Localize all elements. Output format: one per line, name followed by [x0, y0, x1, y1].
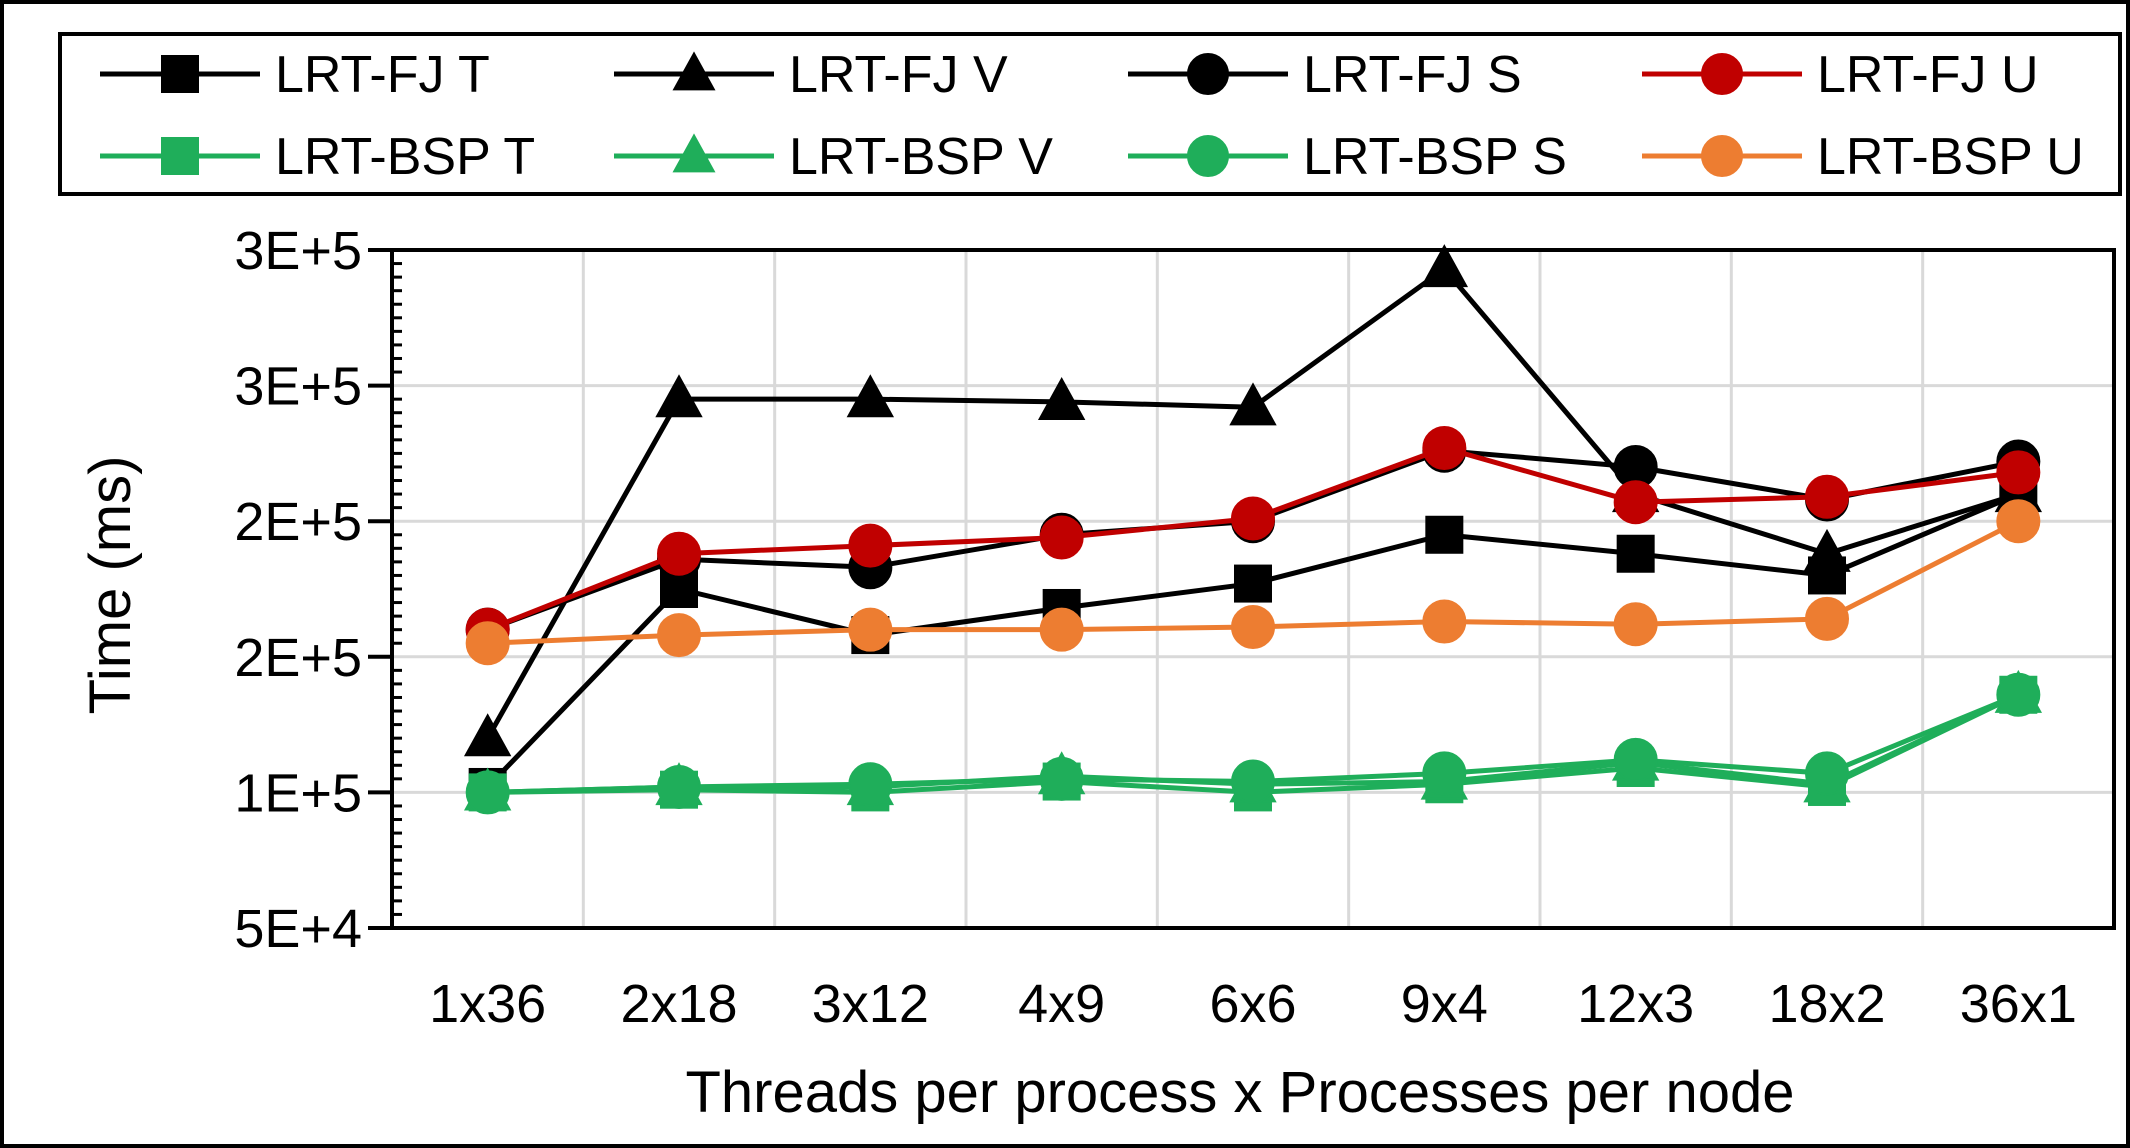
data-point: [848, 523, 893, 568]
y-tick-label: 2E+5: [234, 628, 362, 688]
x-tick-label: 1x36: [429, 974, 546, 1034]
legend-marker: [161, 137, 199, 175]
data-point: [1231, 604, 1275, 649]
data-point: [1996, 672, 2041, 717]
data-point: [655, 374, 703, 418]
data-point: [1613, 480, 1658, 525]
legend-entry: LRT-BSP T: [100, 128, 535, 186]
legend-marker: [1701, 53, 1743, 95]
data-point: [1039, 515, 1084, 560]
y-tick-label: 2E+5: [234, 492, 362, 552]
axes: 5E+4 1E+5 2E+5 2E+5 3E+5 3E+5 1x36 2x18 3x12 4x9 6…: [234, 221, 2116, 1034]
data-point: [1422, 599, 1467, 644]
legend-entry: LRT-BSP V: [614, 128, 1053, 186]
data-point: [846, 374, 895, 418]
data-point: [1039, 607, 1084, 652]
legend-label: LRT-BSP V: [789, 128, 1053, 186]
data-point: [1803, 528, 1851, 572]
legend-marker: [161, 55, 199, 93]
legend-box: [58, 32, 2122, 196]
series-3: [465, 425, 2041, 652]
data-point: [1234, 564, 1272, 603]
data-point: [1231, 496, 1275, 541]
legend-label: LRT-FJ T: [275, 46, 490, 104]
data-point: [1613, 602, 1658, 647]
data-point: [1805, 751, 1849, 796]
legend-label: LRT-FJ U: [1817, 46, 2039, 104]
data-point: [1229, 382, 1277, 426]
legend-label: LRT-BSP T: [275, 128, 535, 186]
plot-area: [390, 248, 2116, 930]
legend: LRT-FJ T LRT-FJ V LRT-FJ S LRT-FJ U LRT-BSP …: [100, 46, 2084, 186]
y-tick-label: 3E+5: [234, 357, 362, 417]
data-point: [1422, 425, 1467, 470]
data-point: [1425, 515, 1464, 554]
x-tick-label: 18x2: [1768, 974, 1885, 1034]
x-tick-label: 36x1: [1960, 974, 2077, 1034]
data-point: [657, 764, 701, 809]
series-6: [465, 672, 2041, 815]
legend-marker: [672, 133, 716, 173]
legend-marker: [1187, 53, 1229, 95]
legend-entry: LRT-FJ V: [614, 46, 1008, 104]
legend-entry: LRT-FJ T: [100, 46, 490, 104]
data-point: [463, 713, 512, 757]
data-point: [1422, 751, 1467, 796]
data-point: [1037, 377, 1086, 420]
data-point: [1996, 450, 2041, 495]
legend-label: LRT-FJ S: [1303, 46, 1522, 104]
legend-marker: [1187, 135, 1229, 177]
x-tick-label: 4x9: [1018, 974, 1105, 1034]
legend-entry: LRT-BSP U: [1642, 128, 2084, 186]
y-tick-label: 3E+5: [234, 221, 362, 281]
legend-label: LRT-FJ V: [789, 46, 1008, 104]
data-point: [657, 613, 701, 658]
data-point: [465, 770, 510, 815]
series-7: [465, 499, 2041, 666]
y-tick-label: 1E+5: [234, 763, 362, 823]
legend-entry: LRT-FJ S: [1128, 46, 1522, 104]
data-point: [1996, 499, 2041, 544]
data-point: [1805, 596, 1849, 641]
x-tick-label: 3x12: [812, 974, 929, 1034]
data-point: [848, 607, 893, 652]
data-point: [657, 531, 701, 576]
x-tick-label: 12x3: [1577, 974, 1694, 1034]
data-point: [1805, 474, 1849, 519]
legend-label: LRT-BSP U: [1817, 128, 2084, 186]
data-point: [465, 621, 510, 666]
y-tick-label: 5E+4: [234, 899, 362, 959]
data-point: [1613, 737, 1658, 782]
legend-entry: LRT-FJ U: [1642, 46, 2039, 104]
data-point: [1420, 244, 1469, 288]
series-layer: [463, 244, 2043, 815]
legend-marker: [672, 51, 716, 91]
data-point: [1039, 756, 1084, 801]
legend-entry: LRT-BSP S: [1128, 128, 1567, 186]
legend-label: LRT-BSP S: [1303, 128, 1567, 186]
data-point: [1616, 534, 1655, 573]
y-axis-title: Time (ms): [78, 456, 143, 715]
legend-marker: [1701, 135, 1743, 177]
x-axis-title: Threads per process x Processes per node: [686, 1060, 1795, 1125]
data-point: [1231, 759, 1275, 804]
x-tick-label: 6x6: [1209, 974, 1296, 1034]
x-tick-label: 9x4: [1401, 974, 1488, 1034]
x-tick-label: 2x18: [620, 974, 737, 1034]
data-point: [848, 762, 893, 807]
